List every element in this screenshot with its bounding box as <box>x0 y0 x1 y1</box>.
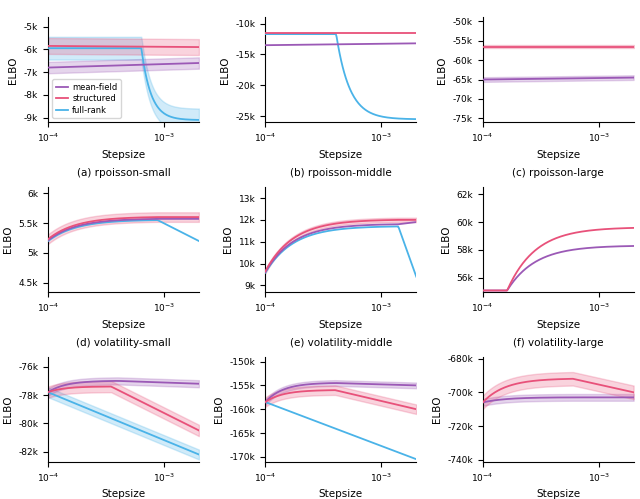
Y-axis label: ELBO: ELBO <box>441 226 451 253</box>
X-axis label: Stepsize: Stepsize <box>536 319 580 329</box>
X-axis label: Stepsize: Stepsize <box>536 489 580 499</box>
X-axis label: Stepsize: Stepsize <box>101 319 145 329</box>
Y-axis label: ELBO: ELBO <box>220 56 230 84</box>
X-axis label: Stepsize: Stepsize <box>536 150 580 160</box>
Y-axis label: ELBO: ELBO <box>214 395 224 423</box>
Text: (a) rpoisson-small: (a) rpoisson-small <box>77 168 170 178</box>
Y-axis label: ELBO: ELBO <box>437 56 447 84</box>
Text: (c) rpoisson-large: (c) rpoisson-large <box>512 168 604 178</box>
Text: (e) volatility-middle: (e) volatility-middle <box>290 338 392 348</box>
Legend: mean-field, structured, full-rank: mean-field, structured, full-rank <box>52 79 121 118</box>
Y-axis label: ELBO: ELBO <box>3 395 13 423</box>
Text: (f) volatility-large: (f) volatility-large <box>513 338 604 348</box>
Y-axis label: ELBO: ELBO <box>3 226 13 253</box>
Text: (d) volatility-small: (d) volatility-small <box>76 338 171 348</box>
X-axis label: Stepsize: Stepsize <box>101 489 145 499</box>
X-axis label: Stepsize: Stepsize <box>101 150 145 160</box>
X-axis label: Stepsize: Stepsize <box>319 319 363 329</box>
Y-axis label: ELBO: ELBO <box>8 56 19 84</box>
Y-axis label: ELBO: ELBO <box>223 226 234 253</box>
X-axis label: Stepsize: Stepsize <box>319 150 363 160</box>
Text: (b) rpoisson-middle: (b) rpoisson-middle <box>290 168 392 178</box>
X-axis label: Stepsize: Stepsize <box>319 489 363 499</box>
Y-axis label: ELBO: ELBO <box>431 395 442 423</box>
